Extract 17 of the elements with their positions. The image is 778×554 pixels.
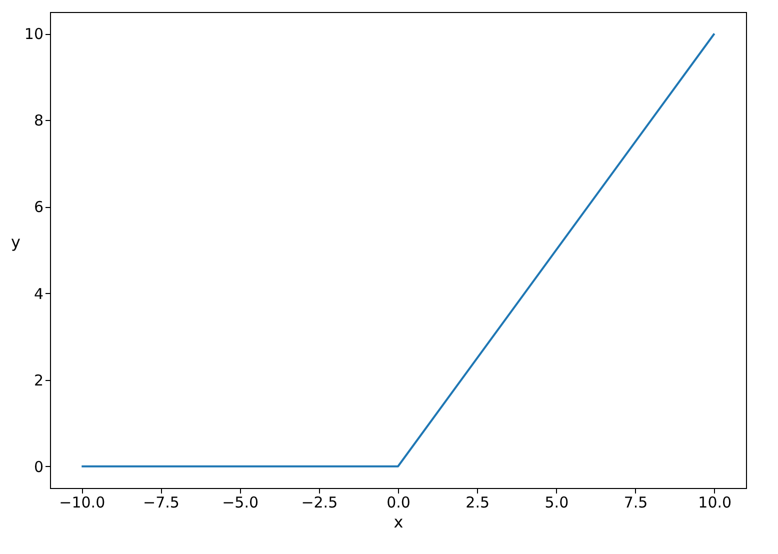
x-tick-label: −7.5 — [143, 494, 180, 512]
y-tick-label: 0 — [34, 458, 44, 476]
x-tick-label: −10.0 — [59, 494, 106, 512]
x-tick-label: −2.5 — [301, 494, 338, 512]
y-tick-label: 6 — [34, 198, 44, 216]
y-tick-label: 10 — [24, 25, 44, 44]
x-axis-title: x — [394, 512, 404, 532]
y-tick-label: 2 — [34, 371, 44, 390]
x-tick-label: 0.0 — [386, 494, 410, 512]
x-tick-label: −5.0 — [222, 494, 259, 512]
y-tick-label: 8 — [34, 112, 44, 130]
y-tick-label: 4 — [34, 284, 44, 303]
x-tick-label: 2.5 — [466, 494, 490, 512]
y-axis-title: y — [11, 232, 20, 252]
x-tick-label: 5.0 — [544, 494, 569, 512]
x-tick-label: 7.5 — [624, 494, 648, 512]
x-tick-label: 10.0 — [698, 494, 732, 512]
